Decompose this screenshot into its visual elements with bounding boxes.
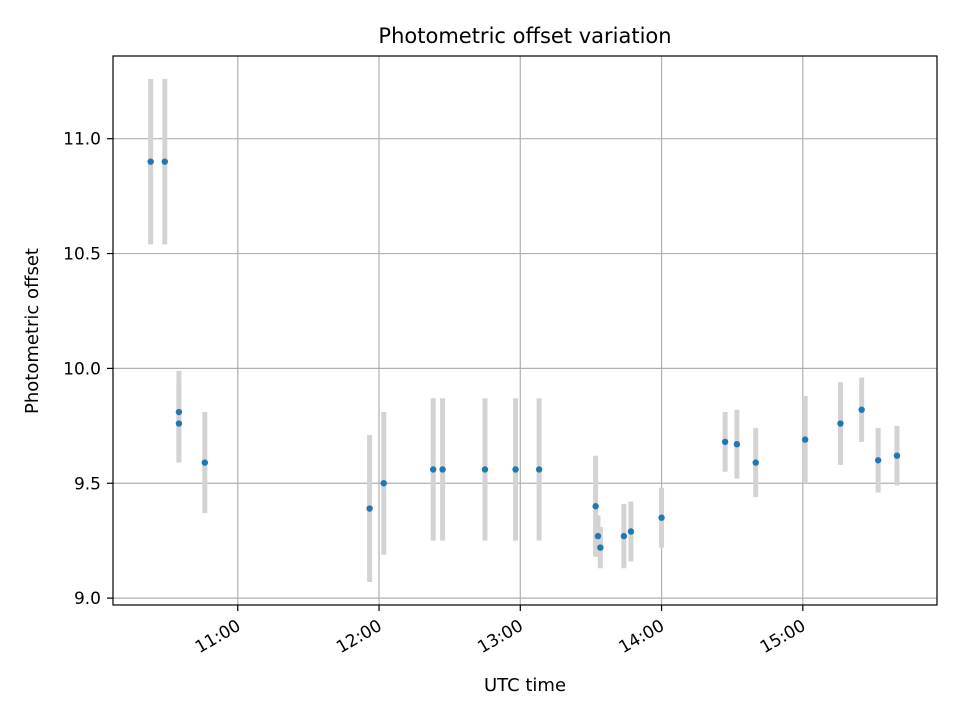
point-layer xyxy=(147,158,901,551)
data-point xyxy=(597,544,604,551)
data-point xyxy=(721,438,729,446)
data-point xyxy=(512,466,519,473)
data-point xyxy=(147,158,154,165)
data-point xyxy=(201,459,209,466)
plot-frame xyxy=(112,55,938,606)
data-point xyxy=(175,408,183,416)
data-point xyxy=(893,452,901,459)
data-point xyxy=(592,503,599,510)
grid-layer xyxy=(113,56,937,605)
data-point xyxy=(801,436,809,443)
data-point xyxy=(837,420,844,427)
data-point xyxy=(620,532,628,540)
x-axis-label: UTC time xyxy=(484,675,566,696)
y-axis-label: Photometric offset xyxy=(22,248,43,414)
data-point xyxy=(481,466,489,473)
y-tick-label: 10.5 xyxy=(63,245,101,265)
y-tick-label: 11.0 xyxy=(63,130,101,150)
data-point xyxy=(658,514,665,521)
data-point xyxy=(535,466,543,473)
data-point xyxy=(429,466,437,473)
data-point xyxy=(366,505,373,512)
y-tick-label: 9.0 xyxy=(74,589,101,609)
data-point xyxy=(752,459,759,466)
chart-title: Photometric offset variation xyxy=(378,24,671,48)
y-tick-label: 9.5 xyxy=(74,474,101,494)
data-point xyxy=(161,158,168,165)
data-point xyxy=(874,457,882,464)
data-point xyxy=(858,406,865,413)
data-point xyxy=(627,528,635,535)
data-point xyxy=(594,532,602,540)
data-point xyxy=(439,466,446,473)
data-point xyxy=(380,480,387,487)
y-tick-label: 10.0 xyxy=(63,359,101,379)
data-point xyxy=(733,441,741,448)
data-point xyxy=(175,420,183,427)
